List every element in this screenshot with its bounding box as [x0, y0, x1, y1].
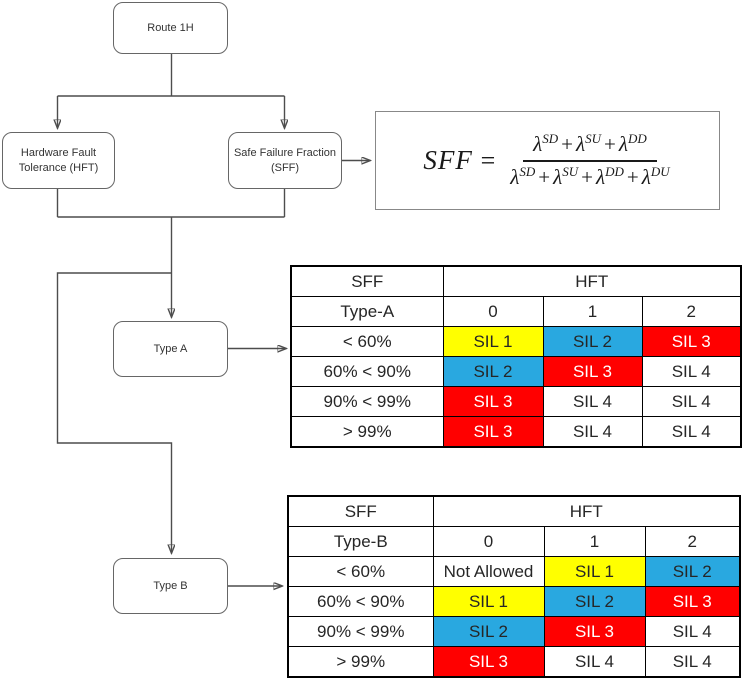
table-row: 60% < 90% SIL 2 SIL 3 SIL 4 [290, 356, 742, 387]
sil-cell: SIL 4 [644, 646, 741, 678]
table-b-type-label: Type-B [287, 526, 434, 557]
sff-range-label: 60% < 90% [290, 356, 444, 387]
sff-range-label: 90% < 99% [290, 386, 444, 417]
sil-cell: SIL 4 [644, 616, 741, 647]
sil-cell: SIL 4 [641, 386, 742, 417]
type-b-node: Type B [113, 558, 228, 614]
type-b-label: Type B [153, 579, 188, 592]
hft-col-1: 1 [543, 526, 646, 557]
table-row: < 60% Not Allowed SIL 1 SIL 2 [287, 556, 741, 587]
table-row: 90% < 99% SIL 2 SIL 3 SIL 4 [287, 616, 741, 647]
hft-label-line1: Hardware Fault [20, 147, 97, 160]
table-row: < 60% SIL 1 SIL 2 SIL 3 [290, 326, 742, 357]
formula-equals: = [480, 146, 497, 175]
sil-cell: SIL 1 [543, 556, 646, 587]
hft-col-1: 1 [542, 296, 643, 327]
bypass-to-type-b [56, 272, 172, 553]
sil-cell: SIL 4 [641, 416, 742, 448]
sff-label-line2: (SFF) [270, 161, 300, 174]
hft-col-0: 0 [432, 526, 545, 557]
sil-cell: SIL 2 [644, 556, 741, 587]
table-a-type-label: Type-A [290, 296, 444, 327]
sff-range-label: < 60% [287, 556, 434, 587]
route-1h-label: Route 1H [147, 21, 194, 34]
sff-range-label: 60% < 90% [287, 586, 434, 617]
sil-cell: SIL 3 [542, 356, 643, 387]
table-b-header-row: SFF HFT [287, 495, 741, 527]
hft-col-2: 2 [641, 296, 742, 327]
type-b-sil-table: SFF HFT Type-B 0 1 2 < 60% Not Allowed S… [287, 495, 741, 678]
type-a-label: Type A [153, 342, 188, 355]
table-row: > 99% SIL 3 SIL 4 SIL 4 [287, 646, 741, 678]
route-1h-node: Route 1H [113, 2, 228, 54]
sff-node: Safe Failure Fraction (SFF) [228, 132, 342, 189]
table-a-sff-header: SFF [290, 265, 444, 297]
sff-range-label: > 99% [287, 646, 434, 678]
sff-range-label: > 99% [290, 416, 444, 448]
type-a-sil-table: SFF HFT Type-A 0 1 2 < 60% SIL 1 SIL 2 S… [290, 265, 742, 448]
sff-formula-box: SFF = λSD + λSU + λDD λSD + λSU + λDD + λDU [375, 111, 720, 210]
formula-numerator: λSD + λSU + λDD [523, 132, 657, 162]
formula-denominator: λSD + λSU + λDD + λDU [510, 163, 670, 189]
table-b-subheader-row: Type-B 0 1 2 [287, 526, 741, 557]
sil-cell: SIL 1 [442, 326, 544, 357]
sil-cell: SIL 2 [442, 356, 544, 387]
table-row: > 99% SIL 3 SIL 4 SIL 4 [290, 416, 742, 448]
table-b-hft-header: HFT [432, 495, 741, 527]
sil-cell: SIL 2 [543, 586, 646, 617]
hft-col-0: 0 [442, 296, 544, 327]
sil-cell: SIL 2 [432, 616, 545, 647]
sil-cell: SIL 4 [543, 646, 646, 678]
sil-cell: SIL 2 [542, 326, 643, 357]
table-row: 90% < 99% SIL 3 SIL 4 SIL 4 [290, 386, 742, 417]
table-a-header-row: SFF HFT [290, 265, 742, 297]
hft-label-line2: Tolerance (HFT) [18, 161, 99, 174]
hft-col-2: 2 [644, 526, 741, 557]
sil-cell: SIL 3 [543, 616, 646, 647]
sil-cell: SIL 4 [641, 356, 742, 387]
hft-node: Hardware Fault Tolerance (HFT) [2, 132, 115, 189]
type-a-node: Type A [113, 321, 228, 377]
formula-lhs: SFF = [423, 145, 497, 175]
table-b-sff-header: SFF [287, 495, 434, 527]
sil-cell: SIL 4 [542, 386, 643, 417]
sil-cell: SIL 4 [542, 416, 643, 448]
table-a-hft-header: HFT [442, 265, 742, 297]
sil-cell: SIL 3 [442, 386, 544, 417]
sil-cell: Not Allowed [432, 556, 545, 587]
sil-cell: SIL 3 [432, 646, 545, 678]
sff-range-label: 90% < 99% [287, 616, 434, 647]
sil-cell: SIL 3 [442, 416, 544, 448]
sil-cell: SIL 3 [641, 326, 742, 357]
formula-fraction: λSD + λSU + λDD λSD + λSU + λDD + λDU [508, 132, 671, 190]
table-row: 60% < 90% SIL 1 SIL 2 SIL 3 [287, 586, 741, 617]
sil-cell: SIL 1 [432, 586, 545, 617]
sff-label-line1: Safe Failure Fraction [233, 147, 337, 160]
sil-cell: SIL 3 [644, 586, 741, 617]
table-a-subheader-row: Type-A 0 1 2 [290, 296, 742, 327]
sff-range-label: < 60% [290, 326, 444, 357]
